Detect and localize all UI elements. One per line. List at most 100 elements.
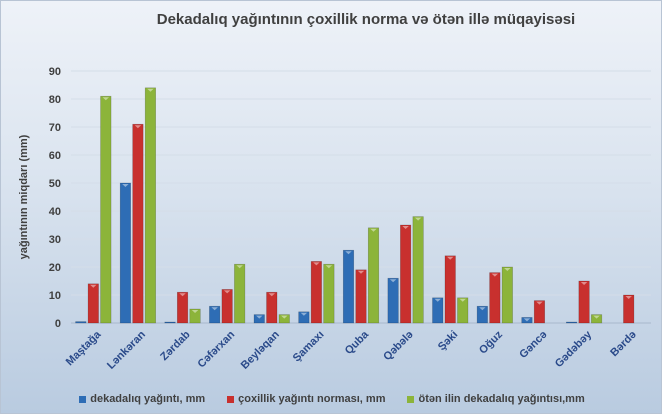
- bar-highlight: [523, 318, 531, 322]
- legend-swatch: [79, 395, 87, 403]
- bar--oxillik-ya-nt-normas-mm: [578, 280, 590, 324]
- bar-highlight: [122, 184, 129, 187]
- bar-highlight: [211, 307, 218, 311]
- bar-highlight: [459, 298, 466, 302]
- bar-highlight: [325, 265, 333, 269]
- legend-swatch: [407, 395, 415, 403]
- bar-dekadal-q-ya-nt-mm: [119, 182, 131, 324]
- x-tick-label: Lənkəran: [105, 328, 148, 371]
- bar-highlight: [536, 301, 543, 305]
- x-tick-label: Maştağa: [64, 328, 104, 368]
- y-tick-label: 90: [49, 66, 61, 78]
- bar-dekadal-q-ya-nt-mm: [387, 277, 399, 324]
- bar-highlight: [268, 293, 276, 297]
- legend-swatch: [227, 395, 235, 403]
- bar-highlight: [223, 290, 231, 294]
- bar--oxillik-ya-nt-normas-mm: [310, 261, 322, 324]
- x-tick-label: Şamaxı: [291, 329, 327, 365]
- bar-highlight: [191, 310, 199, 313]
- bar--t-n-ilin-dekadal-q-ya-nt-s-mm: [457, 297, 469, 324]
- bar-highlight: [402, 226, 409, 229]
- legend: dekadalıq yağıntı, mm çoxillik yağıntı n…: [1, 393, 661, 405]
- bar-dekadal-q-ya-nt-mm: [521, 317, 533, 324]
- bar--oxillik-ya-nt-normas-mm: [623, 294, 635, 324]
- bar-highlight: [504, 268, 511, 271]
- x-tick-label: Şəki: [436, 329, 460, 353]
- legend-item: çoxillik yağıntı norması, mm: [227, 393, 385, 405]
- bar--t-n-ilin-dekadal-q-ya-nt-s-mm: [278, 314, 290, 324]
- bar--t-n-ilin-dekadal-q-ya-nt-s-mm: [412, 216, 424, 324]
- bar--t-n-ilin-dekadal-q-ya-nt-s-mm: [591, 314, 603, 324]
- bar-highlight: [580, 282, 588, 285]
- bar--t-n-ilin-dekadal-q-ya-nt-s-mm: [323, 263, 335, 324]
- x-tick-label: Bərdə: [608, 329, 639, 360]
- bar-highlight: [300, 312, 308, 316]
- y-tick-label: 50: [49, 178, 61, 190]
- bar--oxillik-ya-nt-normas-mm: [132, 123, 144, 324]
- bar-highlight: [147, 88, 154, 92]
- y-tick-label: 10: [49, 290, 61, 302]
- y-tick-label: 30: [49, 234, 61, 246]
- bar-highlight: [491, 273, 499, 277]
- x-tick-label: Oğuz: [477, 328, 505, 356]
- chart-title: Dekadalıq yağıntının çoxillik norma və ö…: [156, 11, 576, 28]
- bar--t-n-ilin-dekadal-q-ya-nt-s-mm: [367, 227, 380, 324]
- bar-highlight: [179, 293, 186, 297]
- bar-dekadal-q-ya-nt-mm: [164, 321, 176, 324]
- bar--oxillik-ya-nt-normas-mm: [355, 269, 367, 324]
- bar-highlight: [370, 228, 377, 232]
- bar-highlight: [281, 315, 288, 319]
- y-tick-label: 0: [55, 318, 61, 330]
- x-tick-label: Quba: [343, 328, 372, 357]
- bar-dekadal-q-ya-nt-mm: [209, 305, 221, 324]
- bar--t-n-ilin-dekadal-q-ya-nt-s-mm: [189, 308, 201, 324]
- bar--oxillik-ya-nt-normas-mm: [266, 291, 278, 324]
- bar-dekadal-q-ya-nt-mm: [566, 321, 578, 324]
- bar-dekadal-q-ya-nt-mm: [476, 305, 488, 324]
- bar-highlight: [357, 270, 365, 274]
- y-tick-label: 60: [49, 150, 61, 162]
- bar--oxillik-ya-nt-normas-mm: [533, 300, 546, 324]
- legend-item: ötən ilin dekadalıq yağıntısı,mm: [407, 393, 585, 405]
- legend-item: dekadalıq yağıntı, mm: [79, 393, 205, 405]
- bar--t-n-ilin-dekadal-q-ya-nt-s-mm: [501, 266, 513, 324]
- y-tick-label: 40: [49, 206, 61, 218]
- bar--t-n-ilin-dekadal-q-ya-nt-s-mm: [234, 263, 246, 324]
- bar--oxillik-ya-nt-normas-mm: [176, 291, 189, 324]
- bar--oxillik-ya-nt-normas-mm: [221, 289, 233, 324]
- bar-highlight: [345, 251, 352, 255]
- bar-dekadal-q-ya-nt-mm: [75, 321, 87, 324]
- bar-highlight: [479, 307, 486, 311]
- y-tick-label: 80: [49, 94, 61, 106]
- bar--oxillik-ya-nt-normas-mm: [444, 255, 456, 324]
- bar-highlight: [593, 315, 600, 319]
- bar--oxillik-ya-nt-normas-mm: [489, 272, 501, 324]
- bar-dekadal-q-ya-nt-mm: [298, 311, 310, 324]
- bar-highlight: [256, 315, 263, 319]
- legend-label: dekadalıq yağıntı, mm: [90, 393, 206, 405]
- bar-dekadal-q-ya-nt-mm: [253, 314, 265, 324]
- bar-highlight: [313, 262, 320, 266]
- bar--oxillik-ya-nt-normas-mm: [400, 224, 412, 324]
- bar-highlight: [414, 217, 422, 221]
- bar-highlight: [134, 125, 142, 129]
- bar-highlight: [102, 97, 110, 101]
- x-tick-label: Gəncə: [517, 329, 549, 361]
- bar--t-n-ilin-dekadal-q-ya-nt-s-mm: [144, 87, 156, 324]
- x-tick-label: Zərdab: [158, 328, 193, 363]
- bar--t-n-ilin-dekadal-q-ya-nt-s-mm: [100, 95, 112, 324]
- x-tick-label: Cəfərxan: [196, 328, 238, 370]
- y-tick-label: 70: [49, 122, 61, 134]
- y-tick-label: 20: [49, 262, 61, 274]
- legend-label: çoxillik yağıntı norması, mm: [238, 393, 386, 405]
- bar-highlight: [434, 298, 441, 302]
- x-tick-label: Beyləqan: [239, 328, 282, 371]
- bar--oxillik-ya-nt-normas-mm: [87, 283, 99, 324]
- bar-highlight: [90, 284, 97, 288]
- bar-highlight: [625, 296, 632, 299]
- x-tick-label: Qəbələ: [381, 329, 415, 363]
- bar-highlight: [236, 265, 243, 269]
- bar-dekadal-q-ya-nt-mm: [342, 249, 355, 324]
